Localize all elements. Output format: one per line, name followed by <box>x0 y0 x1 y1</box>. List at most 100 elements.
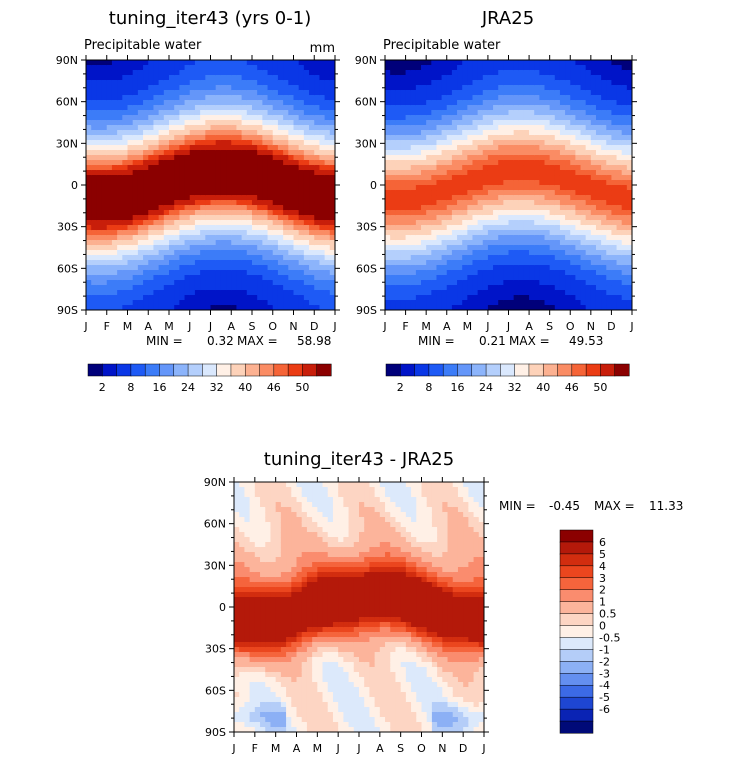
contour-cell <box>554 255 561 261</box>
contour-cell <box>570 135 576 141</box>
contour-cell <box>127 195 134 201</box>
contour-cell <box>122 240 129 246</box>
contour-cell <box>554 150 561 156</box>
contour-cell <box>523 155 530 161</box>
contour-cell <box>272 60 279 66</box>
contour-cell <box>234 522 240 528</box>
contour-cell <box>111 215 118 221</box>
contour-cell <box>257 65 263 71</box>
contour-cell <box>441 125 448 131</box>
contour-cell <box>319 270 326 276</box>
contour-cell <box>319 205 326 211</box>
contour-cell <box>267 185 274 191</box>
contour-cell <box>513 225 520 231</box>
contour-cell <box>626 275 632 281</box>
contour-cell <box>215 180 222 186</box>
contour-cell <box>194 175 201 181</box>
contour-cell <box>575 70 582 76</box>
contour-cell <box>621 225 628 231</box>
contour-cell <box>101 270 108 276</box>
contour-cell <box>239 512 246 518</box>
contour-cell <box>472 125 479 131</box>
contour-cell <box>179 140 186 146</box>
contour-cell <box>205 150 212 156</box>
contour-cell <box>415 110 422 116</box>
contour-cell <box>158 90 165 96</box>
contour-cell <box>580 95 587 101</box>
contour-cell <box>184 150 191 156</box>
contour-cell <box>298 200 305 206</box>
contour-cell <box>174 135 180 141</box>
contour-cell <box>585 240 592 246</box>
contour-cell <box>239 542 246 548</box>
contour-cell <box>601 105 607 111</box>
contour-cell <box>298 205 305 211</box>
contour-cell <box>554 165 561 171</box>
contour-cell <box>324 235 331 241</box>
contour-cell <box>508 240 515 246</box>
contour-cell <box>400 280 407 286</box>
contour-cell <box>244 532 251 538</box>
contour-cell <box>405 185 412 191</box>
contour-cell <box>585 270 592 276</box>
contour-cell <box>462 210 468 216</box>
contour-cell <box>595 60 602 66</box>
contour-cell <box>565 70 571 76</box>
contour-cell <box>246 305 253 310</box>
contour-cell <box>493 245 499 251</box>
contour-cell <box>472 140 479 146</box>
contour-cell <box>575 130 582 136</box>
contour-cell <box>288 175 295 181</box>
contour-cell <box>554 80 561 86</box>
contour-cell <box>236 155 243 161</box>
contour-cell <box>534 190 540 196</box>
contour-cell <box>127 85 134 91</box>
contour-cell <box>158 120 165 126</box>
contour-cell <box>539 305 546 310</box>
contour-cell <box>549 160 556 166</box>
contour-cell <box>441 210 448 216</box>
contour-cell <box>117 165 123 171</box>
contour-cell <box>249 652 256 658</box>
contour-cell <box>559 120 566 126</box>
contour-cell <box>621 190 628 196</box>
contour-cell <box>303 70 310 76</box>
contour-cell <box>283 290 289 296</box>
contour-cell <box>324 265 331 271</box>
contour-cell <box>436 270 443 276</box>
contour-cell <box>309 155 315 161</box>
contour-cell <box>288 165 295 171</box>
contour-cell <box>324 80 331 86</box>
contour-cell <box>426 155 432 161</box>
contour-cell <box>309 110 315 116</box>
contour-cell <box>137 65 144 71</box>
contour-cell <box>329 160 335 166</box>
contour-cell <box>127 90 134 96</box>
contour-cell <box>132 150 139 156</box>
contour-cell <box>117 60 123 66</box>
contour-cell <box>117 150 123 156</box>
contour-cell <box>179 210 186 216</box>
contour-cell <box>405 90 412 96</box>
contour-cell <box>421 70 427 76</box>
contour-cell <box>549 215 556 221</box>
contour-cell <box>298 115 305 121</box>
contour-cell <box>91 220 97 226</box>
contour-cell <box>493 200 499 206</box>
contour-cell <box>431 115 438 121</box>
contour-cell <box>529 190 535 196</box>
contour-cell <box>189 210 196 216</box>
contour-cell <box>324 195 331 201</box>
contour-cell <box>482 275 489 281</box>
contour-cell <box>503 265 510 271</box>
contour-cell <box>559 105 566 111</box>
contour-cell <box>189 135 196 141</box>
contour-cell <box>565 110 571 116</box>
contour-cell <box>241 285 248 291</box>
contour-cell <box>513 240 520 246</box>
contour-cell <box>400 185 407 191</box>
contour-cell <box>194 135 201 141</box>
contour-cell <box>293 65 300 71</box>
contour-cell <box>534 165 540 171</box>
contour-cell <box>163 130 170 136</box>
